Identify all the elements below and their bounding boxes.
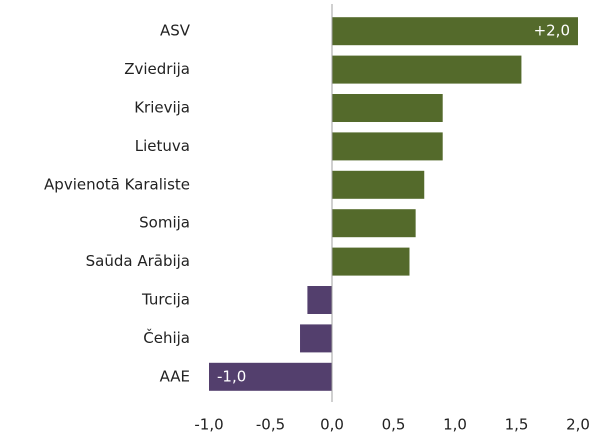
category-label: Čehija [143, 328, 190, 347]
x-tick-label: 1,5 [505, 416, 529, 434]
x-tick-label: 0,5 [382, 416, 406, 434]
category-label: ASV [160, 22, 191, 40]
bar [307, 286, 332, 314]
bar [209, 362, 332, 391]
x-tick-label: -1,0 [194, 416, 223, 434]
category-label: Saūda Arābija [86, 252, 190, 270]
bar [332, 132, 443, 161]
bar [332, 209, 416, 238]
x-tick-label: -0,5 [256, 416, 285, 434]
x-tick-label: 2,0 [566, 416, 590, 434]
category-label: Krievija [134, 99, 190, 117]
x-tick-label: 1,0 [443, 416, 467, 434]
category-label: Zviedrija [124, 60, 190, 78]
bar [300, 324, 332, 353]
category-label: AAE [160, 367, 190, 385]
x-tick-label: 0,0 [320, 416, 344, 434]
category-label: Somija [139, 214, 190, 232]
bar [332, 55, 522, 84]
value-label: +2,0 [534, 22, 570, 40]
bar [332, 17, 578, 46]
bar [332, 94, 443, 122]
category-label: Turcija [141, 291, 190, 309]
category-label: Apvienotā Karaliste [44, 175, 190, 193]
bar [332, 170, 425, 199]
value-label: -1,0 [217, 367, 246, 385]
bar [332, 247, 410, 276]
category-label: Lietuva [135, 137, 190, 155]
